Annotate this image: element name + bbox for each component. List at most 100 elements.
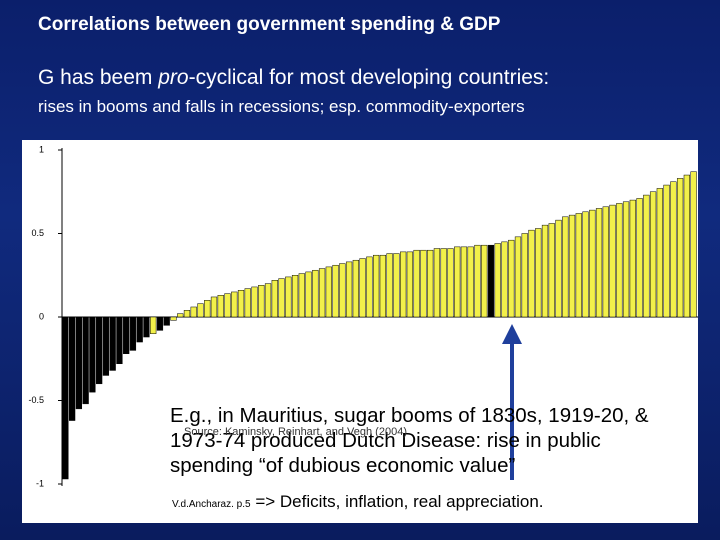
y-tick-label: 0.5 bbox=[31, 228, 44, 238]
bar bbox=[285, 276, 292, 318]
bar bbox=[528, 229, 535, 318]
bar bbox=[589, 209, 596, 318]
bar bbox=[609, 204, 616, 318]
bar bbox=[345, 261, 353, 318]
subtitle: G has beem pro-cyclical for most develop… bbox=[38, 66, 549, 90]
bar bbox=[400, 251, 407, 318]
bar bbox=[643, 194, 650, 318]
y-tick-label: -0.5 bbox=[28, 395, 44, 405]
bar bbox=[548, 223, 555, 318]
subtitle-text: G has beem bbox=[38, 66, 159, 89]
bar bbox=[683, 174, 690, 318]
bar bbox=[291, 275, 299, 318]
bar bbox=[278, 278, 285, 318]
bar bbox=[541, 224, 549, 318]
bar bbox=[210, 296, 218, 318]
bar bbox=[386, 253, 393, 318]
bar bbox=[177, 313, 184, 318]
bar bbox=[514, 236, 522, 318]
bar bbox=[129, 316, 137, 351]
bar bbox=[636, 198, 643, 318]
bar bbox=[575, 213, 582, 318]
bar bbox=[413, 249, 420, 318]
bar bbox=[298, 273, 305, 318]
bar bbox=[352, 259, 359, 318]
bar bbox=[629, 199, 636, 318]
y-tick-label: -1 bbox=[36, 478, 44, 488]
bar bbox=[555, 219, 562, 318]
bar bbox=[312, 269, 319, 318]
bar bbox=[454, 246, 461, 318]
bar bbox=[244, 288, 251, 318]
bar bbox=[143, 316, 150, 338]
bar bbox=[96, 316, 103, 385]
subtitle-italic: pro bbox=[158, 66, 189, 89]
bar bbox=[264, 283, 272, 318]
bar bbox=[508, 239, 515, 318]
y-tick-label: 1 bbox=[39, 144, 44, 154]
bar bbox=[649, 191, 657, 318]
bar bbox=[183, 310, 191, 318]
bar bbox=[163, 316, 170, 326]
bar bbox=[663, 184, 670, 318]
annotation: E.g., in Mauritius, sugar booms of 1830s… bbox=[170, 404, 649, 477]
bar bbox=[372, 254, 380, 318]
bar bbox=[568, 214, 576, 318]
bar bbox=[359, 258, 366, 318]
subtitle-2: rises in booms and falls in recessions; … bbox=[38, 97, 525, 116]
bar bbox=[170, 316, 177, 321]
bar bbox=[258, 285, 265, 318]
bar bbox=[494, 243, 501, 318]
bar bbox=[156, 316, 164, 331]
bar bbox=[69, 316, 76, 421]
bar bbox=[562, 216, 569, 318]
bar bbox=[460, 246, 468, 318]
bar bbox=[602, 206, 609, 318]
bar bbox=[237, 290, 245, 318]
bar bbox=[433, 248, 441, 318]
bar bbox=[102, 316, 110, 376]
bar bbox=[318, 268, 326, 318]
bar bbox=[447, 248, 454, 318]
bar bbox=[62, 316, 69, 480]
bar bbox=[616, 203, 623, 318]
bar bbox=[197, 303, 204, 318]
bar bbox=[535, 228, 542, 318]
bar bbox=[676, 178, 684, 318]
bar bbox=[420, 249, 427, 318]
bar bbox=[622, 201, 630, 318]
bar bbox=[204, 300, 211, 318]
bar bbox=[690, 171, 697, 318]
bar bbox=[82, 316, 89, 405]
bar bbox=[251, 286, 258, 318]
bar bbox=[136, 316, 143, 343]
y-tick-label: 0 bbox=[39, 311, 44, 321]
source: Source: Kaminsky, Reinhart, and Vegh (20… bbox=[184, 426, 407, 438]
bar bbox=[393, 253, 400, 318]
bar bbox=[582, 211, 589, 318]
bar bbox=[474, 244, 481, 318]
citation: V.d.Ancharaz. p.5 bbox=[172, 499, 251, 510]
bar bbox=[379, 254, 387, 318]
bar bbox=[217, 295, 224, 318]
bar bbox=[481, 244, 488, 318]
bar bbox=[109, 316, 116, 371]
bar bbox=[332, 264, 339, 318]
bar bbox=[305, 271, 312, 318]
bar bbox=[521, 233, 528, 318]
bar bbox=[75, 316, 83, 410]
bar bbox=[501, 241, 508, 318]
conclusion: => Deficits, inflation, real appreciatio… bbox=[255, 492, 544, 511]
bar bbox=[440, 248, 447, 318]
bar bbox=[224, 293, 231, 318]
bar bbox=[406, 251, 414, 318]
bar bbox=[670, 181, 677, 318]
bar bbox=[116, 316, 123, 365]
conclusion-line: V.d.Ancharaz. p.5 => Deficits, inflation… bbox=[172, 492, 544, 512]
bar bbox=[150, 316, 157, 334]
bar bbox=[595, 208, 603, 318]
bar bbox=[190, 306, 197, 318]
bar bbox=[123, 316, 130, 354]
bar bbox=[339, 263, 346, 318]
